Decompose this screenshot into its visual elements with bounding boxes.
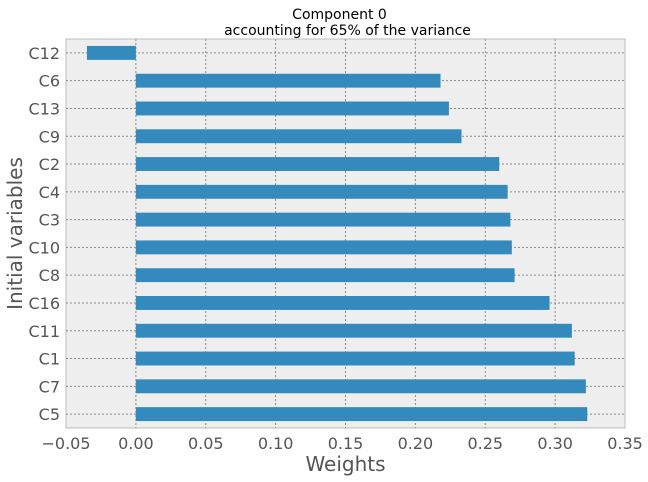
- x-tick-label: 0.10: [258, 434, 294, 453]
- bar-c3: [135, 212, 511, 227]
- x-tick-labels: −0.05 0.00 0.05 0.10 0.15 0.20 0.25 0.30 0.35: [41, 434, 642, 453]
- x-tick-label: 0.05: [188, 434, 224, 453]
- x-tick-label: 0.35: [607, 434, 643, 453]
- plot-area: [65, 38, 626, 429]
- bar-c4: [135, 184, 508, 199]
- y-tick-label: C1: [39, 350, 60, 369]
- y-tick-label: C5: [39, 405, 60, 424]
- y-tick-label: C3: [39, 211, 60, 230]
- y-tick-label: C16: [28, 294, 60, 313]
- bar-c1: [135, 351, 575, 366]
- y-tick-labels: C12 C6 C13 C9 C2 C4 C3 C10 C8 C16 C11 C1 C7 C5: [28, 44, 60, 424]
- chart-subtitle: accounting for 65% of the variance: [224, 23, 471, 39]
- bar-c7: [135, 379, 586, 394]
- x-tick-label: 0.15: [328, 434, 364, 453]
- y-tick-label: C11: [28, 322, 60, 341]
- y-tick-label: C6: [39, 72, 60, 91]
- y-tick-label: C12: [28, 44, 60, 63]
- x-tick-label: 0.20: [398, 434, 434, 453]
- y-tick-label: C10: [28, 238, 60, 257]
- bar-c8: [135, 268, 515, 283]
- bars: [86, 45, 588, 422]
- y-tick-label: C8: [39, 266, 60, 285]
- bar-c11: [135, 323, 572, 338]
- x-axis-label: Weights: [305, 452, 385, 476]
- y-tick-label: C7: [39, 377, 60, 396]
- bar-c6: [135, 73, 441, 88]
- x-tick-label: 0.25: [467, 434, 503, 453]
- x-tick-label: 0.30: [537, 434, 573, 453]
- chart-title: Component 0: [292, 7, 387, 23]
- y-axis-label: Initial variables: [3, 157, 27, 310]
- bar-c13: [135, 101, 449, 116]
- bar-c5: [135, 407, 588, 422]
- bar-c10: [135, 240, 512, 255]
- x-tick-label: 0.00: [118, 434, 154, 453]
- bar-c12: [86, 45, 136, 60]
- y-tick-label: C9: [39, 127, 60, 146]
- bar-c16: [135, 296, 550, 310]
- bar-c2: [135, 157, 500, 171]
- bar-c9: [135, 129, 462, 144]
- y-tick-label: C2: [39, 155, 60, 174]
- y-tick-label: C4: [39, 183, 60, 202]
- y-tick-label: C13: [28, 99, 60, 118]
- x-tick-label: −0.05: [41, 434, 90, 453]
